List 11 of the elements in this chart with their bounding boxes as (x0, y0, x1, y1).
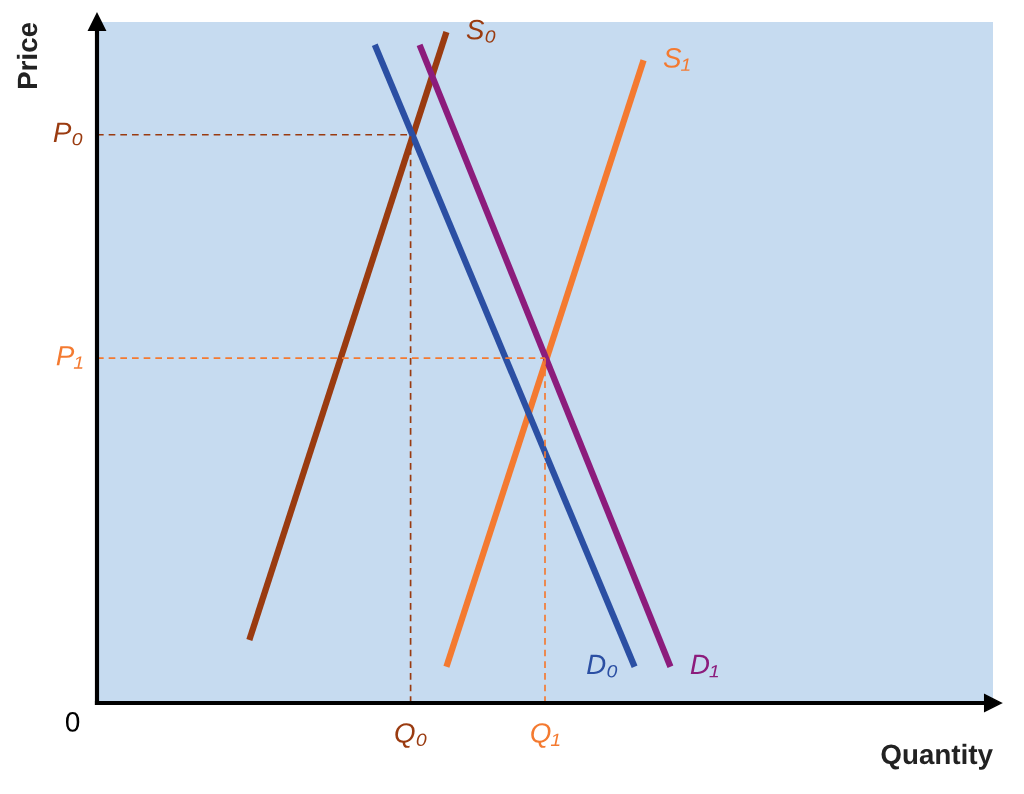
ref-line-label: P₁ (56, 346, 83, 369)
series-label: S₀ (466, 19, 496, 43)
ref-line-label: P₀ (53, 122, 83, 146)
series-label: D₁ (690, 654, 719, 678)
y-axis-title: Price (16, 22, 38, 89)
x-tick-label: Q₁ (531, 723, 560, 748)
x-axis-title: Quantity (881, 743, 993, 770)
series-label: D₀ (587, 654, 618, 678)
series-label: S₁ (663, 48, 690, 71)
x-tick-label: Q₀ (395, 723, 427, 748)
text: 0 (65, 712, 80, 732)
